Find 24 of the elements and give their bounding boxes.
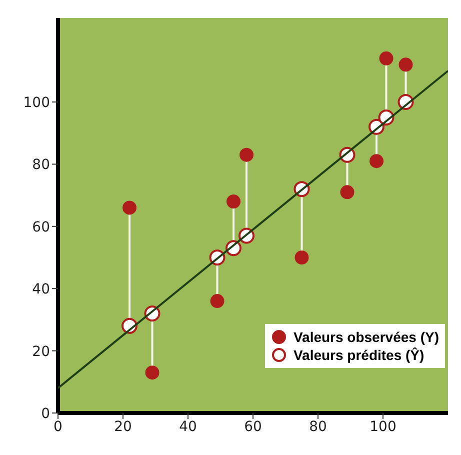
y-tick-label: 20 bbox=[32, 344, 50, 360]
y-tick-label: 60 bbox=[32, 219, 50, 236]
legend-label: Valeurs prédites (Ŷ) bbox=[293, 347, 424, 363]
x-tick-label: 80 bbox=[309, 418, 327, 435]
x-tick-label: 100 bbox=[370, 418, 396, 435]
point bbox=[122, 200, 136, 215]
point bbox=[398, 58, 413, 72]
y-tick-label: 80 bbox=[32, 157, 50, 174]
legend-label: Valeurs observées (Y) bbox=[293, 329, 439, 345]
point bbox=[294, 250, 309, 264]
y-tick-label: 0 bbox=[41, 406, 50, 422]
y-tick-label: 100 bbox=[23, 94, 50, 111]
x-tick-label: 60 bbox=[244, 418, 262, 435]
point bbox=[210, 294, 224, 308]
y-tick-label: 40 bbox=[32, 282, 50, 298]
x-tick-label: 0 bbox=[54, 418, 62, 435]
x-tick-label: 40 bbox=[179, 418, 197, 435]
x-tick-label: 20 bbox=[114, 418, 132, 435]
point bbox=[145, 366, 160, 380]
point bbox=[340, 185, 354, 200]
point bbox=[240, 148, 254, 162]
point bbox=[379, 51, 394, 66]
point bbox=[370, 154, 384, 168]
point bbox=[226, 194, 240, 209]
